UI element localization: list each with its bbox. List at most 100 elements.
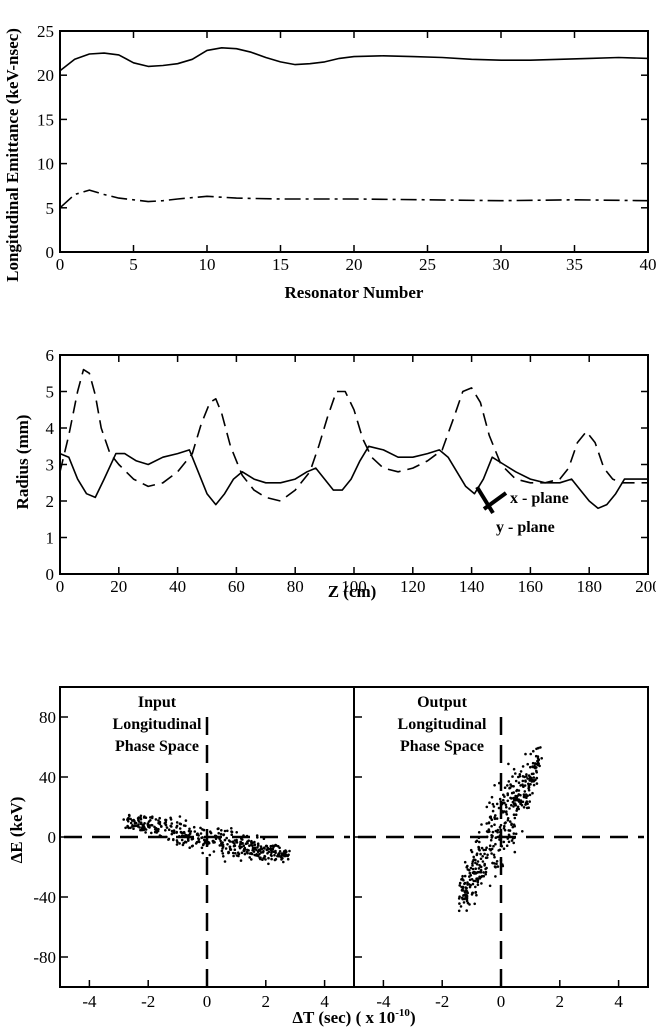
phase-point: [457, 897, 461, 900]
phase-point: [462, 901, 466, 904]
emittance-ytick-label: 15: [37, 110, 54, 129]
emittance-ytick-label: 25: [37, 22, 54, 41]
phase-point: [479, 875, 483, 879]
phase-point: [144, 828, 148, 831]
phase-point: [500, 844, 504, 848]
chart-radius-series: [59, 368, 648, 510]
phase-xtick-label: 0: [497, 992, 506, 1011]
phase-point: [133, 824, 136, 828]
phase-point: [505, 813, 509, 816]
phase-point: [505, 844, 509, 847]
phase-point: [471, 867, 475, 871]
phase-point: [233, 848, 237, 851]
phase-point: [278, 850, 282, 853]
phase-point: [175, 824, 179, 828]
phase-point: [521, 765, 525, 768]
phase-point: [170, 822, 174, 825]
phase-point: [493, 784, 496, 787]
phase-point: [239, 842, 242, 846]
phase-point: [186, 837, 190, 841]
phase-space-xlabel-close: ): [410, 1008, 416, 1027]
phase-point: [124, 826, 127, 830]
phase-point: [474, 861, 477, 865]
phase-point: [519, 799, 523, 802]
phase-point: [238, 845, 241, 848]
phase-point: [169, 824, 172, 828]
phase-point: [288, 849, 291, 853]
phase-point: [178, 842, 181, 845]
phase-point: [176, 840, 179, 844]
phase-point: [227, 839, 231, 842]
emittance-xtick-label: 5: [129, 255, 138, 274]
phase-point: [245, 834, 249, 838]
phase-point: [470, 850, 474, 854]
radius-xtick-label: 140: [459, 577, 485, 596]
phase-point: [496, 835, 499, 839]
phase-point: [514, 813, 518, 816]
phase-point: [461, 874, 464, 878]
phase-point: [539, 746, 542, 749]
phase-point: [192, 825, 196, 829]
phase-point: [255, 853, 258, 856]
phase-point: [528, 800, 531, 803]
phase-point: [264, 858, 267, 861]
phase-point: [488, 844, 492, 847]
phase-point: [178, 822, 182, 825]
phase-point: [494, 814, 497, 817]
phase-point: [267, 856, 270, 860]
phase-ytick-label: -40: [33, 888, 56, 907]
phase-point: [208, 853, 212, 857]
phase-point: [478, 848, 481, 852]
phase-point: [495, 817, 499, 820]
phase-point: [239, 840, 242, 844]
phase-point: [126, 824, 129, 828]
phase-point: [476, 880, 480, 884]
phase-point: [517, 781, 521, 784]
phase-point: [524, 780, 527, 783]
phase-point: [481, 860, 485, 863]
phase-point: [257, 844, 260, 847]
phase-point: [513, 850, 517, 854]
phase-panel-title-line: Longitudinal: [398, 716, 487, 733]
phase-point: [523, 775, 526, 779]
phase-point: [522, 806, 526, 809]
phase-point: [153, 830, 157, 834]
phase-point: [481, 855, 485, 858]
phase-point: [531, 791, 534, 795]
phase-point: [465, 890, 469, 893]
phase-point: [265, 844, 269, 848]
phase-point: [171, 830, 174, 833]
phase-point: [254, 848, 258, 852]
phase-point: [503, 801, 506, 805]
phase-point: [495, 862, 498, 866]
phase-point: [477, 845, 480, 849]
phase-point: [170, 832, 174, 836]
phase-point: [246, 842, 249, 845]
radius-xtick-label: 40: [169, 577, 186, 596]
phase-point: [135, 824, 138, 827]
phase-point: [528, 793, 532, 797]
phase-point: [150, 831, 153, 835]
phase-point: [518, 773, 522, 776]
phase-point: [190, 837, 194, 841]
x-plane-label: x - plane: [510, 490, 569, 507]
phase-point: [527, 788, 531, 792]
phase-point: [506, 799, 510, 803]
phase-xtick-label: 4: [320, 992, 329, 1011]
phase-point: [475, 893, 478, 897]
phase-point: [231, 840, 235, 844]
phase-point: [503, 828, 507, 832]
phase-point: [502, 827, 506, 830]
phase-point: [532, 776, 536, 779]
phase-point: [463, 860, 467, 864]
phase-point: [122, 818, 125, 821]
phase-point: [506, 784, 509, 787]
phase-point: [508, 820, 512, 823]
phase-space-points: [122, 746, 543, 913]
phase-point: [149, 816, 152, 819]
phase-point: [206, 843, 209, 846]
radius-ytick-label: 2: [46, 492, 55, 511]
phase-point: [164, 818, 168, 822]
phase-point: [510, 822, 513, 826]
